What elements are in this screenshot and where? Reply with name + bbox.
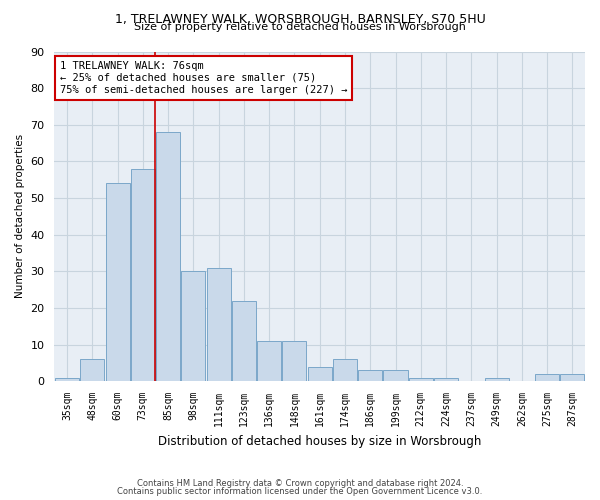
Bar bbox=[106, 184, 130, 381]
Bar bbox=[206, 268, 230, 381]
Bar bbox=[560, 374, 584, 381]
Bar bbox=[131, 168, 155, 381]
Text: 1 TRELAWNEY WALK: 76sqm
← 25% of detached houses are smaller (75)
75% of semi-de: 1 TRELAWNEY WALK: 76sqm ← 25% of detache… bbox=[60, 62, 347, 94]
X-axis label: Distribution of detached houses by size in Worsbrough: Distribution of detached houses by size … bbox=[158, 434, 481, 448]
Bar bbox=[409, 378, 433, 381]
Bar bbox=[257, 341, 281, 381]
Bar bbox=[156, 132, 180, 381]
Bar bbox=[358, 370, 382, 381]
Bar bbox=[434, 378, 458, 381]
Bar bbox=[308, 366, 332, 381]
Text: Size of property relative to detached houses in Worsbrough: Size of property relative to detached ho… bbox=[134, 22, 466, 32]
Y-axis label: Number of detached properties: Number of detached properties bbox=[15, 134, 25, 298]
Bar bbox=[181, 272, 205, 381]
Bar bbox=[485, 378, 509, 381]
Bar bbox=[232, 300, 256, 381]
Text: 1, TRELAWNEY WALK, WORSBROUGH, BARNSLEY, S70 5HU: 1, TRELAWNEY WALK, WORSBROUGH, BARNSLEY,… bbox=[115, 12, 485, 26]
Bar bbox=[535, 374, 559, 381]
Bar bbox=[333, 359, 357, 381]
Bar bbox=[80, 359, 104, 381]
Text: Contains HM Land Registry data © Crown copyright and database right 2024.: Contains HM Land Registry data © Crown c… bbox=[137, 478, 463, 488]
Bar bbox=[383, 370, 407, 381]
Bar bbox=[283, 341, 307, 381]
Text: Contains public sector information licensed under the Open Government Licence v3: Contains public sector information licen… bbox=[118, 487, 482, 496]
Bar bbox=[55, 378, 79, 381]
